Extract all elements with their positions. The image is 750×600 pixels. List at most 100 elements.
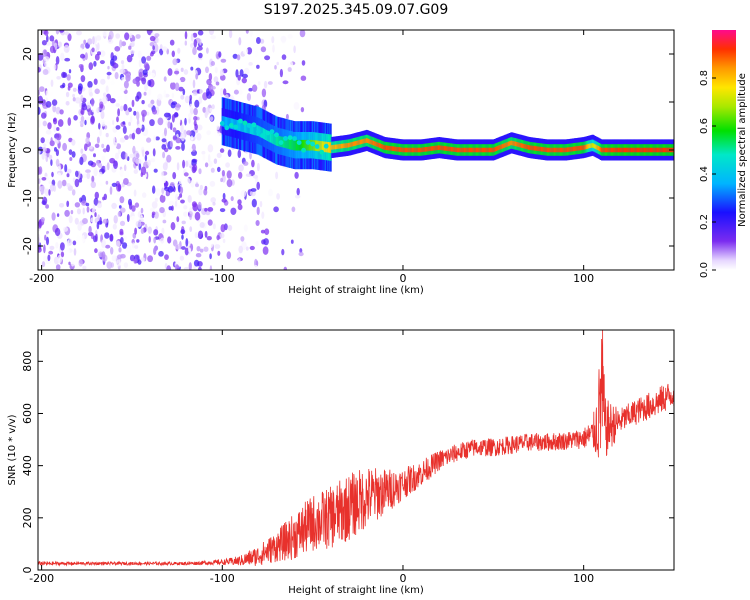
spectrogram-noise-cell	[109, 98, 116, 104]
spectrogram-noise-cell	[86, 206, 90, 213]
spectrogram-track-blob	[283, 136, 288, 141]
spectrogram-noise-cell	[285, 113, 289, 120]
spectrogram-noise-cell	[294, 194, 301, 199]
spectrogram-noise-cell	[106, 144, 110, 153]
spectrogram-track-peak	[647, 147, 650, 153]
spectrogram-track-peak	[426, 146, 429, 152]
spectrogram-noise-cell	[208, 30, 215, 36]
spectrogram-noise-cell	[44, 234, 47, 241]
spectrogram-noise-cell	[220, 224, 226, 233]
spectrogram-noise-cell	[121, 77, 126, 81]
spectrogram-noise-cell	[40, 185, 46, 195]
spectrogram-noise-cell	[88, 225, 92, 234]
spectrogram-track-peak	[483, 147, 485, 153]
spectrogram-noise-cell	[100, 103, 104, 109]
spectrogram-track-peak	[371, 140, 373, 145]
spectrogram-track-peak	[403, 147, 406, 153]
spectrogram-noise-cell	[199, 184, 203, 190]
spectrogram-noise-cell	[80, 115, 85, 122]
spectrogram-noise-cell	[254, 50, 258, 58]
spectrogram-track-peak	[277, 135, 279, 146]
spectrogram-track-peak	[579, 145, 581, 151]
spectrogram-noise-cell	[105, 85, 109, 93]
spectrogram-noise-cell	[111, 202, 117, 209]
spectrogram-noise-cell	[264, 55, 271, 61]
spectrogram-noise-cell	[51, 99, 58, 106]
spectrogram-noise-cell	[152, 109, 158, 115]
spectrogram-track-peak	[643, 147, 645, 153]
spectrogram-track-peak	[253, 124, 255, 135]
spectrogram-noise-cell	[99, 60, 105, 65]
spectrogram-track-peak	[456, 147, 459, 153]
spectrogram-noise-cell	[127, 187, 134, 196]
spectrogram-track-peak	[596, 145, 599, 150]
spectrogram-noise-cell	[123, 178, 129, 185]
spectrogram-track-peak	[435, 145, 437, 151]
spectrogram-track-blob	[301, 147, 306, 153]
spectrogram-track-peak	[319, 140, 321, 152]
spectrogram-noise-cell	[43, 30, 49, 36]
spectrogram-noise-cell	[189, 207, 193, 215]
spectrogram-noise-cell	[120, 60, 125, 65]
spectrogram-track-peak	[546, 147, 549, 153]
spectrogram-noise-cell	[78, 178, 83, 183]
spectrogram-track-peak	[516, 142, 519, 147]
spectrogram-track-peak	[510, 140, 512, 146]
spectrogram-track-peak	[439, 145, 442, 150]
spectrogram-track-peak	[342, 143, 344, 149]
spectrogram-noise-cell	[263, 238, 269, 246]
spectrogram-noise-cell	[242, 47, 249, 55]
spectrogram-noise-cell	[195, 73, 199, 80]
spectrogram-noise-cell	[55, 133, 62, 141]
spectrogram-noise-cell	[180, 94, 185, 100]
spectrogram-noise-cell	[168, 200, 175, 206]
spectrogram-noise-cell	[94, 212, 97, 218]
spectrogram-noise-cell	[121, 41, 127, 47]
spectrogram-track-peak	[419, 147, 421, 153]
spectrogram-noise-cell	[171, 92, 175, 99]
spectrogram-track-peak	[448, 146, 450, 152]
snr-series-line	[38, 330, 674, 567]
spectrogram-track-peak	[240, 120, 242, 132]
spectrogram-track-peak	[429, 146, 432, 151]
spectrogram-noise-cell	[141, 77, 147, 85]
spectrogram-noise-cell	[136, 111, 140, 121]
spectrogram-noise-cell	[109, 157, 116, 164]
spectrogram-noise-cell	[84, 52, 88, 60]
spectrogram-noise-cell	[75, 97, 81, 104]
spectrogram-noise-cell	[116, 191, 121, 196]
spectrogram-noise-cell	[281, 54, 287, 60]
spectrogram-noise-cell	[300, 107, 305, 113]
spectrogram-noise-cell	[104, 232, 110, 239]
spectrogram-noise-cell	[120, 261, 125, 266]
spectrogram-noise-cell	[247, 182, 253, 190]
spectrogram-track-peak	[331, 145, 333, 150]
spectrogram-track-peak	[640, 147, 642, 153]
spectrogram-noise-cell	[120, 237, 124, 244]
spectrogram-noise-cell	[85, 169, 91, 174]
spectrogram-track-peak	[411, 147, 413, 153]
spectrogram-track-peak	[622, 147, 625, 153]
spectrogram-track-peak	[414, 147, 417, 153]
spectrogram-track-peak	[458, 147, 460, 153]
spectrogram-noise-cell	[202, 154, 206, 162]
spectrogram-noise-cell	[132, 78, 139, 85]
spectrogram-track-peak	[265, 129, 267, 140]
spectrogram-track-peak	[301, 139, 304, 151]
spectrogram-noise-cell	[56, 213, 60, 218]
spectrogram-track-peak	[251, 123, 253, 135]
spectrogram-track-peak	[455, 147, 458, 153]
spectrogram-track-blob	[319, 149, 325, 155]
spectrogram-track-peak	[413, 147, 416, 153]
spectrogram-track-peak	[336, 144, 339, 149]
spectrogram-noise-cell	[81, 200, 87, 206]
spectrogram-noise-cell	[84, 119, 87, 126]
spectrogram-track-peak	[442, 145, 445, 151]
spectrogram-noise-cell	[171, 101, 178, 106]
spectrogram-noise-cell	[188, 77, 193, 85]
spectrogram-noise-cell	[38, 247, 42, 253]
colorbar-tick-label: 0.4	[699, 166, 710, 182]
spectrogram-noise-cell	[147, 79, 152, 87]
spectrogram-track-peak	[367, 138, 369, 143]
spectrogram-noise-cell	[114, 72, 119, 80]
